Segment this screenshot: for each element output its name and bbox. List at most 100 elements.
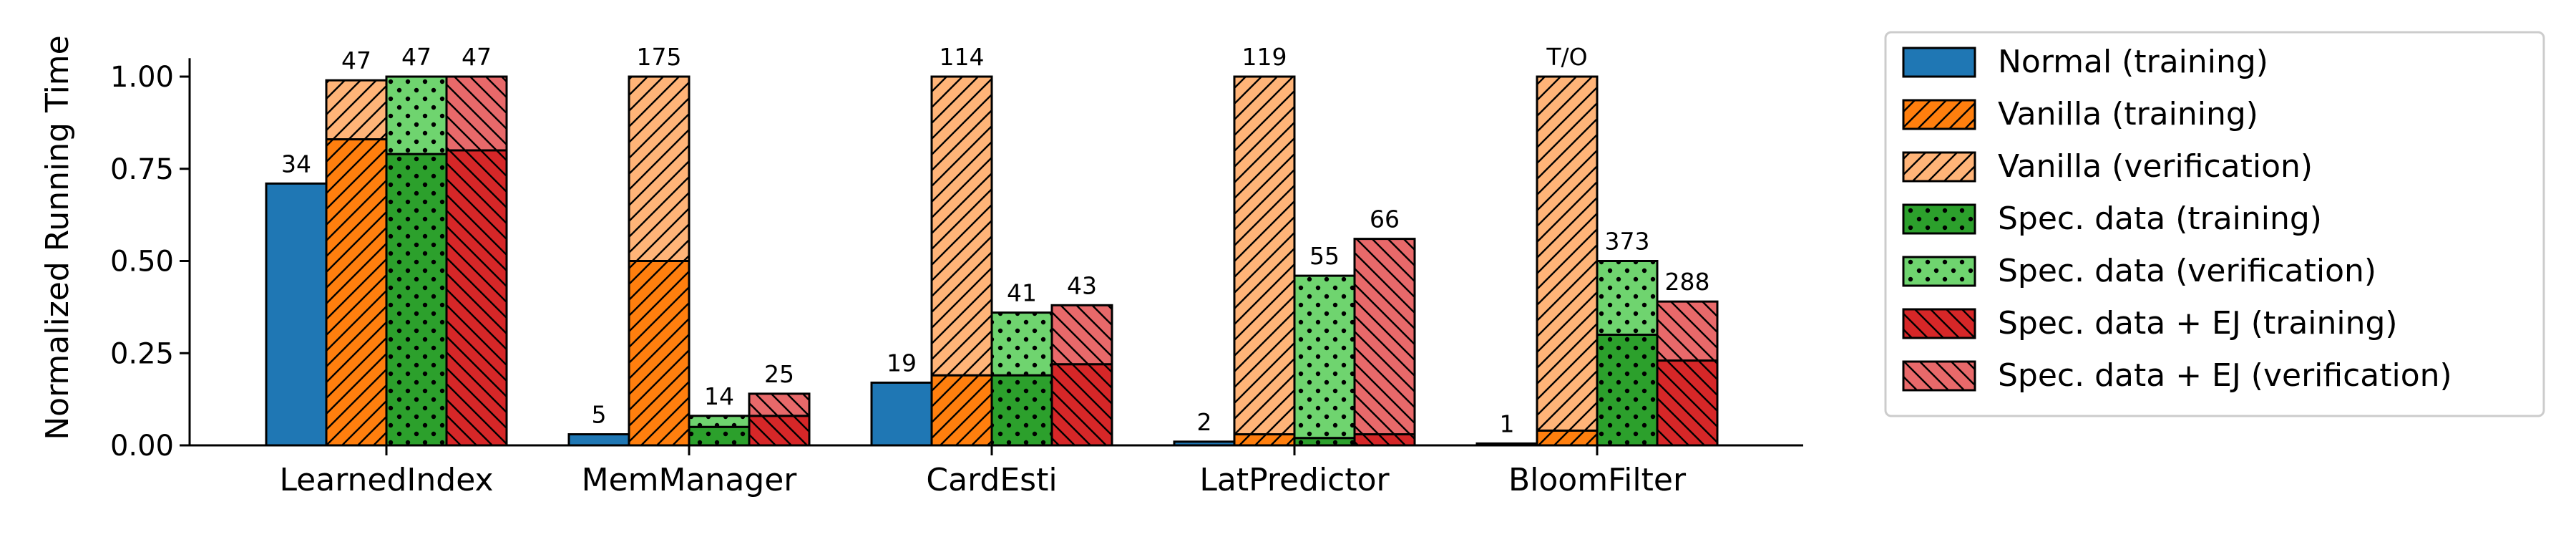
bar-spec-data-training-memmanager-hatch	[689, 427, 749, 445]
legend-label: Spec. data (verification)	[1998, 253, 2376, 289]
legend-swatch-hatch	[1903, 309, 1975, 338]
bar-vanilla-verification-memmanager	[628, 75, 691, 262]
data-label: 2	[1197, 408, 1212, 436]
bar-spec-data-verification-learnedindex-hatch	[386, 77, 447, 155]
legend-label: Spec. data + EJ (training)	[1998, 305, 2398, 342]
bar-spec-data-verification-bloomfilter	[1596, 260, 1659, 336]
legend-swatch-hatch	[1903, 153, 1975, 181]
data-label: 47	[401, 43, 431, 71]
bar-spec-data-verification-cardesti-hatch	[992, 312, 1052, 376]
bar-spec-data-training-learnedindex-hatch	[386, 154, 447, 445]
bar-vanilla-verification-latpredictor-hatch	[1234, 77, 1294, 435]
bar-spec-data-ej-training-latpredictor-hatch	[1355, 434, 1415, 445]
bar-spec-data-ej-training-memmanager-hatch	[749, 415, 809, 445]
legend-swatch	[1902, 47, 1976, 78]
legend-swatch-hatch	[1903, 257, 1975, 286]
data-label: 14	[704, 382, 734, 410]
data-label: T/O	[1546, 43, 1587, 71]
legend-label: Vanilla (training)	[1998, 96, 2258, 132]
bar-spec-data-training-cardesti-hatch	[992, 375, 1052, 445]
y-ticks: 0.00 0.25 0.50 0.75 1.00	[110, 61, 190, 463]
legend-frame	[1884, 31, 2545, 417]
bar-vanilla-training-latpredictor-hatch	[1234, 434, 1294, 445]
y-axis-label: Normalized Running Time	[39, 35, 76, 440]
bar-spec-data-ej-verification-memmanager-hatch	[749, 393, 809, 416]
bar-vanilla-verification-bloomfilter	[1536, 75, 1599, 432]
x-tick-label: LatPredictor	[1199, 462, 1390, 498]
legend-swatch	[1902, 256, 1976, 287]
bar-normal-training-learnedindex-fill	[266, 183, 326, 445]
y-tick-label: 0.75	[110, 153, 174, 186]
bar-spec-data-verification-memmanager-hatch	[689, 415, 749, 427]
bar-spec-data-ej-training-learnedindex-hatch	[447, 150, 507, 445]
legend: Normal (training) Vanilla (training) Vanil…	[1884, 31, 2545, 417]
bar-spec-data-ej-training-cardesti-hatch	[1052, 364, 1112, 445]
bar-spec-data-ej-training-bloomfilter-hatch	[1657, 360, 1717, 445]
data-label: 25	[764, 360, 794, 388]
data-label: 5	[592, 401, 607, 429]
x-tick-label: MemManager	[582, 462, 798, 498]
legend-swatch-fill	[1903, 48, 1975, 77]
bar-spec-data-ej-verification-cardesti	[1050, 304, 1113, 366]
y-tick-label: 0.00	[110, 430, 174, 463]
bar-spec-data-verification-bloomfilter-hatch	[1597, 261, 1657, 335]
data-label: 34	[281, 150, 311, 178]
data-label: 175	[637, 43, 682, 71]
legend-swatch	[1902, 151, 1976, 183]
bar-spec-data-ej-verification-cardesti-hatch	[1052, 305, 1112, 364]
data-label: 19	[887, 349, 917, 377]
data-label: 114	[940, 43, 985, 71]
bar-vanilla-training-learnedindex-hatch	[326, 139, 386, 446]
legend-label: Spec. data + EJ (verification)	[1998, 357, 2452, 394]
bar-vanilla-training-memmanager-hatch	[629, 261, 689, 445]
bar-spec-data-ej-verification-latpredictor-hatch	[1355, 238, 1415, 435]
data-label: 43	[1067, 271, 1097, 299]
bar-spec-data-training-latpredictor-hatch	[1294, 437, 1355, 445]
data-label: 47	[462, 43, 492, 71]
x-ticks: LearnedIndex MemManager CardEsti LatPredict…	[279, 445, 1687, 498]
legend-swatch	[1902, 99, 1976, 130]
bar-vanilla-verification-latpredictor	[1233, 75, 1296, 436]
bar-spec-data-verification-latpredictor-hatch	[1294, 276, 1355, 438]
data-label: 47	[341, 47, 371, 74]
data-label: 373	[1605, 228, 1650, 256]
data-label: 1	[1500, 410, 1515, 437]
y-tick-label: 1.00	[110, 61, 174, 94]
legend-swatch-hatch	[1903, 362, 1975, 390]
bar-vanilla-verification-cardesti-hatch	[932, 77, 992, 376]
bar-spec-data-ej-verification-learnedindex-hatch	[447, 77, 507, 150]
x-tick-label: CardEsti	[926, 462, 1057, 498]
data-label: 66	[1370, 205, 1400, 233]
plot-area: 34 5 19 2 1 47 175 114 119 T/O 47 14 41 55 373 47 25 43 66…	[265, 43, 1719, 447]
legend-label: Normal (training)	[1998, 44, 2268, 80]
bar-normal-training-latpredictor-fill	[1174, 441, 1234, 445]
data-label: 41	[1007, 279, 1037, 307]
bar-spec-data-ej-verification-latpredictor	[1353, 238, 1416, 436]
x-tick-label: LearnedIndex	[279, 462, 493, 498]
bar-vanilla-training-bloomfilter-hatch	[1537, 430, 1597, 445]
legend-swatch-hatch	[1903, 205, 1975, 233]
bar-spec-data-ej-verification-bloomfilter	[1656, 300, 1719, 362]
axes	[188, 58, 1803, 447]
bar-vanilla-verification-cardesti	[930, 75, 993, 377]
bar-normal-training-cardesti-fill	[872, 382, 932, 445]
data-label: 288	[1665, 268, 1710, 296]
bar-vanilla-training-cardesti-hatch	[932, 375, 992, 445]
legend-label: Vanilla (verification)	[1998, 148, 2313, 185]
bar-normal-training-memmanager-fill	[569, 434, 629, 445]
x-tick-label: BloomFilter	[1508, 462, 1687, 498]
data-label: 119	[1242, 43, 1287, 71]
y-tick-label: 0.25	[110, 337, 174, 370]
bar-vanilla-verification-bloomfilter-hatch	[1537, 77, 1597, 431]
bar-vanilla-verification-learnedindex-hatch	[326, 80, 386, 140]
bar-spec-data-ej-verification-bloomfilter-hatch	[1657, 301, 1717, 361]
y-tick-label: 0.50	[110, 246, 174, 279]
bar-spec-data-training-bloomfilter-hatch	[1597, 334, 1657, 445]
legend-swatch	[1902, 203, 1976, 235]
legend-swatch-hatch	[1903, 100, 1975, 129]
bar-spec-data-ej-verification-memmanager	[748, 392, 811, 417]
legend-swatch	[1902, 308, 1976, 339]
legend-swatch	[1902, 360, 1976, 392]
data-label: 55	[1309, 242, 1340, 270]
bar-vanilla-verification-memmanager-hatch	[629, 77, 689, 261]
